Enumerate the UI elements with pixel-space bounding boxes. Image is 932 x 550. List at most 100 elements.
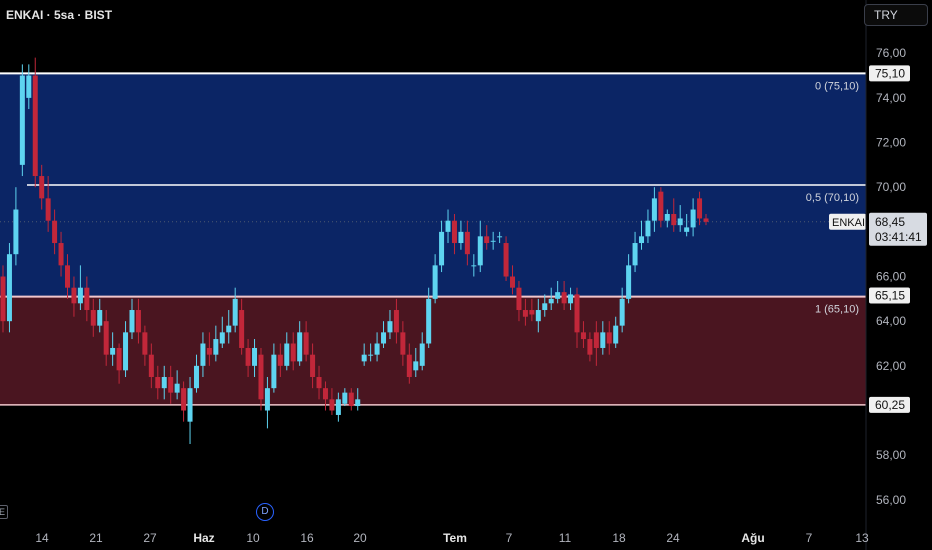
candle-body [580, 332, 586, 340]
candle [432, 254, 438, 304]
time-tick-label: 14 [35, 531, 49, 545]
time-tick-label: Haz [193, 531, 214, 545]
candle [484, 225, 490, 250]
price-tag-65: 65,15 [875, 289, 905, 303]
candle-body [503, 243, 509, 277]
price-tag-60: 60,25 [875, 398, 905, 412]
candle [426, 287, 432, 348]
candle [110, 332, 116, 366]
candle [658, 187, 664, 228]
candle-body [123, 332, 129, 371]
candle [232, 287, 238, 333]
candle [606, 321, 612, 355]
candle [671, 198, 677, 232]
candle-body [258, 354, 264, 400]
candle [619, 287, 625, 333]
candle [477, 220, 483, 273]
candle-body [181, 388, 187, 411]
candle [90, 298, 96, 337]
candle-body [174, 383, 180, 393]
candle [684, 213, 690, 237]
time-tick-label: 21 [89, 531, 103, 545]
candle [542, 294, 548, 317]
candle-body [490, 240, 496, 242]
price-tick-label: 62,00 [876, 359, 906, 373]
candle [142, 325, 148, 366]
candle [639, 220, 645, 250]
candle-body [593, 332, 599, 348]
candle-body [664, 213, 670, 221]
candle [697, 191, 703, 226]
candle-body [97, 310, 103, 326]
price-tick-label: 72,00 [876, 136, 906, 150]
candle [510, 265, 516, 295]
candle [490, 231, 496, 250]
candle-body [413, 361, 419, 371]
candle-body [439, 231, 445, 266]
candle-body [477, 236, 483, 266]
candle [155, 365, 161, 400]
price-axis-background [866, 0, 932, 550]
candle-body [374, 343, 380, 355]
candle [103, 310, 109, 366]
candle-body [419, 343, 425, 366]
candle-body [639, 236, 645, 244]
price-tag-60-bg [869, 396, 910, 413]
price-tag-75-bg [869, 65, 910, 82]
time-tick-label: 11 [559, 531, 572, 545]
candle [135, 298, 141, 344]
candle [387, 310, 393, 340]
candle [580, 321, 586, 348]
candle [516, 280, 522, 322]
candle-body [406, 354, 412, 378]
candle-body [484, 236, 490, 244]
time-tick-label: 24 [666, 531, 680, 545]
candle-body [284, 343, 290, 366]
candle-body [148, 354, 154, 378]
candle [568, 287, 574, 311]
candle [290, 332, 296, 371]
candle [613, 316, 619, 348]
candle-body [568, 294, 574, 304]
candle [239, 298, 245, 355]
candle-body [464, 231, 470, 255]
candle [316, 365, 322, 400]
time-tick-label: 27 [143, 531, 157, 545]
candle-body [271, 354, 277, 389]
candle [529, 298, 535, 322]
currency-selector[interactable]: TRY [864, 4, 928, 26]
candle-body [290, 343, 296, 362]
dividend-badge[interactable]: D [256, 503, 274, 521]
candle-body [600, 332, 606, 348]
candle-body [451, 220, 457, 244]
candle [58, 231, 64, 277]
candle-body [277, 354, 283, 366]
candle [97, 298, 103, 333]
candle-body [135, 310, 141, 333]
candle-body [19, 75, 25, 165]
earnings-badge[interactable]: E [0, 505, 8, 519]
candle [381, 321, 387, 348]
candle-body [619, 298, 625, 326]
candle [445, 209, 451, 244]
candle [664, 209, 670, 228]
candle-body [161, 377, 167, 389]
time-tick-label: 16 [300, 531, 314, 545]
candle [52, 209, 58, 255]
candle [226, 310, 232, 344]
candle-body [561, 292, 567, 304]
candle-body [703, 218, 709, 222]
candle [258, 347, 264, 411]
candle-body [206, 347, 212, 355]
candle-body [13, 209, 19, 255]
candle [13, 187, 19, 266]
candle-body [322, 388, 328, 400]
candle [123, 321, 129, 378]
candle [600, 321, 606, 355]
candle-body [226, 325, 232, 333]
symbol-tag-bg [829, 213, 866, 230]
candle-body [193, 365, 199, 389]
candle [355, 388, 361, 411]
candle [284, 332, 290, 371]
